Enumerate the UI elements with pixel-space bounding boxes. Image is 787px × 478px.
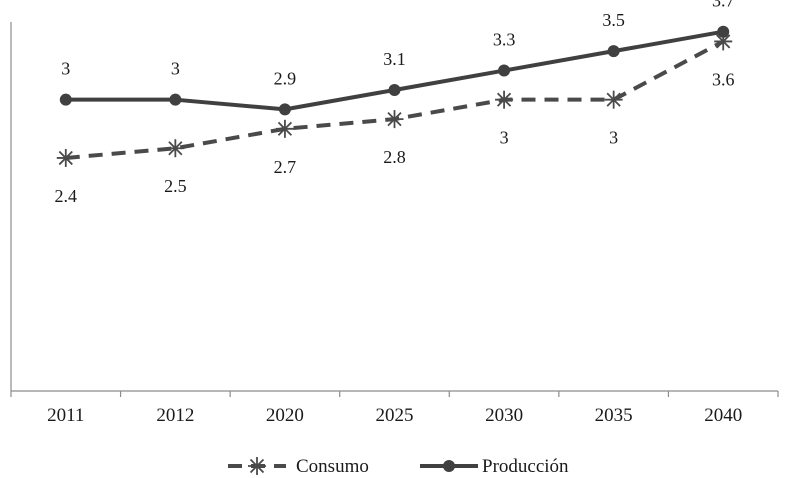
legend-marker-consumo	[248, 457, 266, 475]
legend-item-consumo: Consumo	[228, 456, 369, 477]
data-label-produccion: 3.5	[602, 10, 625, 30]
data-label-consumo: 2.5	[164, 176, 187, 196]
data-point-consumo	[385, 110, 404, 129]
data-labels-layer: 2.4 2.5 2.7 2.8 3 3 3.6 3 3 2.9 3.1 3.3 3.5 3.7	[55, 0, 735, 206]
data-label-consumo: 3.6	[712, 69, 735, 89]
legend-item-produccion: Producción	[420, 456, 569, 477]
x-tick-label: 2025	[376, 405, 414, 426]
data-point-consumo	[166, 139, 185, 158]
data-label-produccion: 3	[171, 59, 180, 79]
x-tick-label: 2030	[485, 405, 523, 426]
legend-label-consumo: Consumo	[296, 456, 369, 477]
data-point-produccion	[607, 45, 620, 58]
data-label-consumo: 3	[609, 128, 618, 148]
x-tick-label: 2012	[156, 405, 194, 426]
data-point-consumo	[275, 119, 294, 138]
legend-label-produccion: Producción	[482, 456, 569, 477]
series-line-produccion	[65, 29, 724, 112]
data-label-consumo: 2.8	[383, 147, 406, 167]
data-label-consumo: 2.7	[274, 157, 297, 177]
series-layer	[56, 25, 733, 167]
data-label-produccion: 3.7	[712, 0, 735, 11]
data-point-produccion	[278, 103, 291, 116]
x-tick-label: 2011	[47, 405, 84, 426]
data-point-consumo	[56, 148, 75, 167]
data-point-produccion	[388, 83, 401, 96]
legend: Consumo Producción	[228, 456, 569, 477]
x-tick-label: 2020	[266, 405, 304, 426]
data-label-consumo: 2.4	[55, 186, 78, 206]
x-tick-label: 2035	[595, 405, 633, 426]
data-label-consumo: 3	[500, 128, 509, 148]
data-point-consumo	[495, 90, 514, 109]
x-tick-label: 2040	[704, 405, 742, 426]
data-label-produccion: 3.3	[493, 30, 516, 50]
legend-marker-produccion	[443, 460, 455, 472]
data-point-produccion	[169, 93, 182, 106]
data-label-produccion: 3.1	[383, 49, 406, 69]
data-label-produccion: 3	[61, 59, 70, 79]
data-label-produccion: 2.9	[274, 68, 297, 88]
data-point-consumo	[604, 90, 623, 109]
data-point-produccion	[498, 64, 511, 77]
data-point-produccion	[59, 93, 72, 106]
x-axis-ticks: 2011 2012 2020 2025 2030 2035 2040	[10, 391, 779, 426]
data-point-produccion	[717, 25, 730, 38]
chart-axes: 2011 2012 2020 2025 2030 2035 2040	[10, 22, 779, 426]
